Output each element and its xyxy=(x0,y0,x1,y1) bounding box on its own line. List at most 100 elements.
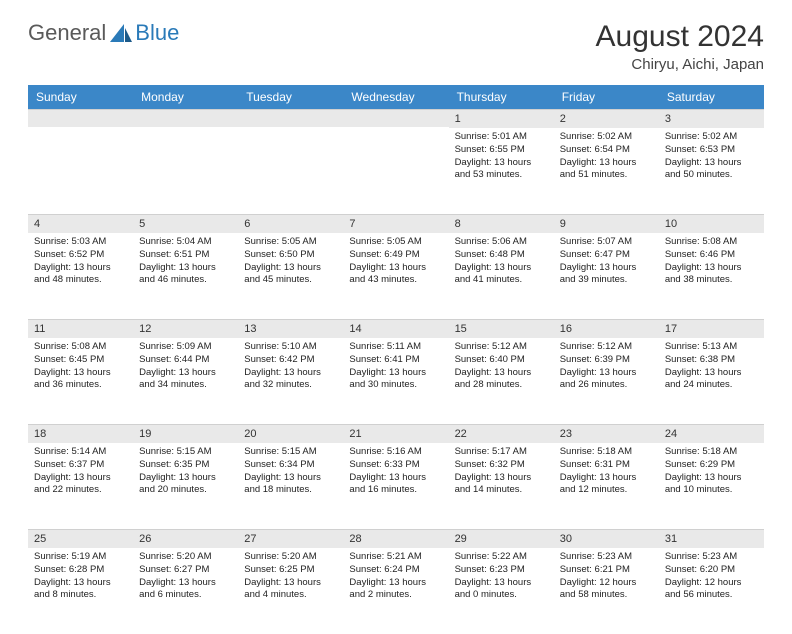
daynum-cell: 27 xyxy=(238,529,343,548)
day-details: Sunrise: 5:22 AMSunset: 6:23 PMDaylight:… xyxy=(449,548,554,608)
week-row: Sunrise: 5:01 AMSunset: 6:55 PMDaylight:… xyxy=(28,128,764,214)
sunset-text: Sunset: 6:37 PM xyxy=(34,459,127,472)
daynum-cell: 22 xyxy=(449,424,554,443)
day-number: 23 xyxy=(554,424,659,443)
day-details: Sunrise: 5:13 AMSunset: 6:38 PMDaylight:… xyxy=(659,338,764,398)
daylight-text: Daylight: 13 hours and 12 minutes. xyxy=(560,472,653,498)
daynum-cell: 15 xyxy=(449,319,554,338)
day-cell: Sunrise: 5:06 AMSunset: 6:48 PMDaylight:… xyxy=(449,233,554,319)
day-details: Sunrise: 5:09 AMSunset: 6:44 PMDaylight:… xyxy=(133,338,238,398)
sunrise-text: Sunrise: 5:12 AM xyxy=(455,341,548,354)
day-details: Sunrise: 5:23 AMSunset: 6:20 PMDaylight:… xyxy=(659,548,764,608)
day-number: 30 xyxy=(554,529,659,548)
daylight-text: Daylight: 13 hours and 16 minutes. xyxy=(349,472,442,498)
day-number: 12 xyxy=(133,319,238,338)
day-cell xyxy=(238,128,343,214)
day-details: Sunrise: 5:03 AMSunset: 6:52 PMDaylight:… xyxy=(28,233,133,293)
day-details: Sunrise: 5:12 AMSunset: 6:39 PMDaylight:… xyxy=(554,338,659,398)
day-cell: Sunrise: 5:16 AMSunset: 6:33 PMDaylight:… xyxy=(343,443,448,529)
daynum-cell: 14 xyxy=(343,319,448,338)
sunrise-text: Sunrise: 5:20 AM xyxy=(244,551,337,564)
sunset-text: Sunset: 6:34 PM xyxy=(244,459,337,472)
sunrise-text: Sunrise: 5:23 AM xyxy=(665,551,758,564)
weekday-header: Thursday xyxy=(449,85,554,109)
week-row: Sunrise: 5:03 AMSunset: 6:52 PMDaylight:… xyxy=(28,233,764,319)
day-number: 17 xyxy=(659,319,764,338)
day-cell: Sunrise: 5:12 AMSunset: 6:39 PMDaylight:… xyxy=(554,338,659,424)
daylight-text: Daylight: 13 hours and 8 minutes. xyxy=(34,577,127,603)
sunrise-text: Sunrise: 5:18 AM xyxy=(665,446,758,459)
daylight-text: Daylight: 13 hours and 28 minutes. xyxy=(455,367,548,393)
day-cell: Sunrise: 5:07 AMSunset: 6:47 PMDaylight:… xyxy=(554,233,659,319)
day-cell: Sunrise: 5:23 AMSunset: 6:21 PMDaylight:… xyxy=(554,548,659,634)
week-row: Sunrise: 5:14 AMSunset: 6:37 PMDaylight:… xyxy=(28,443,764,529)
day-details: Sunrise: 5:02 AMSunset: 6:53 PMDaylight:… xyxy=(659,128,764,188)
sunset-text: Sunset: 6:46 PM xyxy=(665,249,758,262)
daynum-cell: 2 xyxy=(554,109,659,128)
daylight-text: Daylight: 13 hours and 36 minutes. xyxy=(34,367,127,393)
header: General Blue August 2024 Chiryu, Aichi, … xyxy=(28,20,764,73)
daylight-text: Daylight: 13 hours and 26 minutes. xyxy=(560,367,653,393)
weekday-header: Wednesday xyxy=(343,85,448,109)
day-number: 3 xyxy=(659,109,764,128)
sunrise-text: Sunrise: 5:05 AM xyxy=(349,236,442,249)
logo-sail-icon xyxy=(110,24,132,42)
sunset-text: Sunset: 6:41 PM xyxy=(349,354,442,367)
sunset-text: Sunset: 6:54 PM xyxy=(560,144,653,157)
day-details: Sunrise: 5:21 AMSunset: 6:24 PMDaylight:… xyxy=(343,548,448,608)
daynum-cell: 18 xyxy=(28,424,133,443)
day-number-empty xyxy=(238,109,343,127)
day-number: 1 xyxy=(449,109,554,128)
daynum-row: 45678910 xyxy=(28,214,764,233)
sunset-text: Sunset: 6:50 PM xyxy=(244,249,337,262)
day-number: 18 xyxy=(28,424,133,443)
weekday-header: Tuesday xyxy=(238,85,343,109)
title-block: August 2024 Chiryu, Aichi, Japan xyxy=(596,20,764,73)
daylight-text: Daylight: 13 hours and 46 minutes. xyxy=(139,262,232,288)
daynum-cell: 17 xyxy=(659,319,764,338)
day-details: Sunrise: 5:18 AMSunset: 6:29 PMDaylight:… xyxy=(659,443,764,503)
sunset-text: Sunset: 6:23 PM xyxy=(455,564,548,577)
day-number: 16 xyxy=(554,319,659,338)
weekday-header: Saturday xyxy=(659,85,764,109)
daynum-cell: 28 xyxy=(343,529,448,548)
day-cell: Sunrise: 5:20 AMSunset: 6:25 PMDaylight:… xyxy=(238,548,343,634)
sunset-text: Sunset: 6:38 PM xyxy=(665,354,758,367)
day-cell: Sunrise: 5:03 AMSunset: 6:52 PMDaylight:… xyxy=(28,233,133,319)
sunset-text: Sunset: 6:32 PM xyxy=(455,459,548,472)
day-details: Sunrise: 5:05 AMSunset: 6:50 PMDaylight:… xyxy=(238,233,343,293)
daylight-text: Daylight: 12 hours and 58 minutes. xyxy=(560,577,653,603)
day-cell: Sunrise: 5:08 AMSunset: 6:46 PMDaylight:… xyxy=(659,233,764,319)
day-number: 28 xyxy=(343,529,448,548)
day-details: Sunrise: 5:02 AMSunset: 6:54 PMDaylight:… xyxy=(554,128,659,188)
day-details: Sunrise: 5:20 AMSunset: 6:25 PMDaylight:… xyxy=(238,548,343,608)
day-number: 26 xyxy=(133,529,238,548)
day-details: Sunrise: 5:16 AMSunset: 6:33 PMDaylight:… xyxy=(343,443,448,503)
day-cell: Sunrise: 5:23 AMSunset: 6:20 PMDaylight:… xyxy=(659,548,764,634)
day-details: Sunrise: 5:18 AMSunset: 6:31 PMDaylight:… xyxy=(554,443,659,503)
sunset-text: Sunset: 6:39 PM xyxy=(560,354,653,367)
sunset-text: Sunset: 6:45 PM xyxy=(34,354,127,367)
sunrise-text: Sunrise: 5:07 AM xyxy=(560,236,653,249)
sunrise-text: Sunrise: 5:06 AM xyxy=(455,236,548,249)
day-number: 25 xyxy=(28,529,133,548)
day-cell xyxy=(28,128,133,214)
day-cell: Sunrise: 5:17 AMSunset: 6:32 PMDaylight:… xyxy=(449,443,554,529)
daynum-cell: 19 xyxy=(133,424,238,443)
day-details: Sunrise: 5:11 AMSunset: 6:41 PMDaylight:… xyxy=(343,338,448,398)
daylight-text: Daylight: 13 hours and 51 minutes. xyxy=(560,157,653,183)
day-details: Sunrise: 5:04 AMSunset: 6:51 PMDaylight:… xyxy=(133,233,238,293)
day-details: Sunrise: 5:19 AMSunset: 6:28 PMDaylight:… xyxy=(28,548,133,608)
sunset-text: Sunset: 6:49 PM xyxy=(349,249,442,262)
weekday-header: Monday xyxy=(133,85,238,109)
day-cell: Sunrise: 5:01 AMSunset: 6:55 PMDaylight:… xyxy=(449,128,554,214)
day-number: 29 xyxy=(449,529,554,548)
day-details: Sunrise: 5:06 AMSunset: 6:48 PMDaylight:… xyxy=(449,233,554,293)
daynum-cell xyxy=(133,109,238,128)
sunrise-text: Sunrise: 5:23 AM xyxy=(560,551,653,564)
sunrise-text: Sunrise: 5:08 AM xyxy=(34,341,127,354)
daynum-cell: 29 xyxy=(449,529,554,548)
sunset-text: Sunset: 6:31 PM xyxy=(560,459,653,472)
daynum-cell: 26 xyxy=(133,529,238,548)
day-number: 5 xyxy=(133,214,238,233)
